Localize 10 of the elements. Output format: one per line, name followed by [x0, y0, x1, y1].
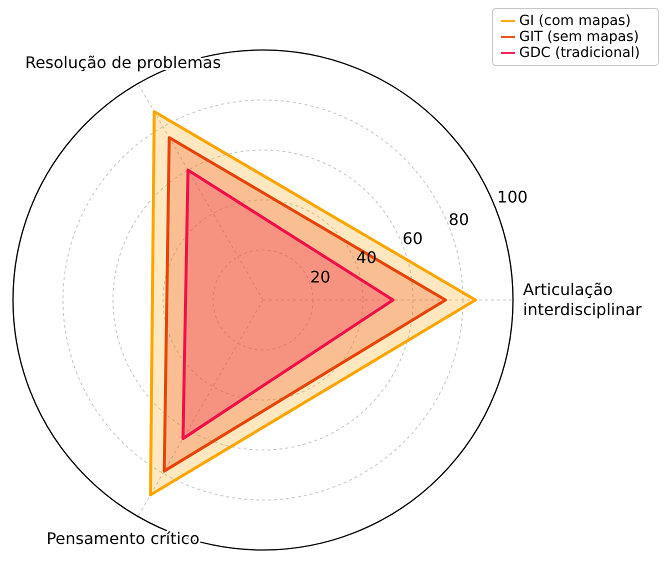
y-tick-label: 40 [356, 248, 377, 268]
legend-label: GIT (sem mapas) [519, 29, 639, 45]
legend-label: GI (com mapas) [519, 13, 631, 29]
spoke-label: Pensamento crítico [46, 529, 200, 548]
y-tick-label: 60 [402, 229, 423, 248]
y-tick-label: 100 [497, 188, 528, 207]
y-tick-label: 80 [448, 210, 470, 229]
y-tick-label: 20 [310, 267, 330, 286]
spoke-label: Articulação interdisciplinar [523, 280, 642, 319]
legend-label: GDC (tradicional) [519, 45, 640, 61]
